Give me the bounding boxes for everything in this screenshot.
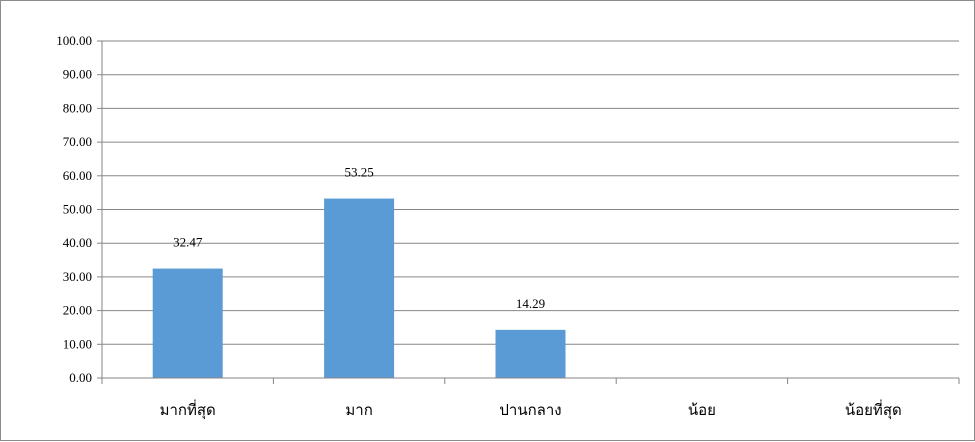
x-axis-tick-labels: มากที่สุด มาก ปานกลาง น้อย น้อยที่สุด bbox=[160, 399, 902, 420]
data-label: 14.29 bbox=[516, 296, 545, 311]
bar-1 bbox=[152, 268, 223, 378]
y-tick-label: 40.00 bbox=[63, 235, 92, 250]
y-tick-label: 80.00 bbox=[63, 100, 92, 115]
gridlines bbox=[102, 40, 959, 345]
y-tick-label: 30.00 bbox=[63, 269, 92, 284]
y-tick-label: 50.00 bbox=[63, 202, 92, 217]
axes bbox=[97, 40, 960, 384]
y-axis-tick-labels: 0.00 10.00 20.00 30.00 40.00 50.00 60.00 70.00 8… bbox=[56, 33, 92, 385]
data-label: 53.25 bbox=[344, 165, 373, 180]
bars bbox=[152, 198, 566, 378]
y-tick-label: 60.00 bbox=[63, 168, 92, 183]
data-labels: 32.47 53.25 14.29 bbox=[173, 165, 545, 311]
bar-2 bbox=[324, 198, 395, 378]
bar-3 bbox=[495, 329, 566, 378]
x-category-label: ปานกลาง bbox=[499, 401, 561, 419]
x-category-label: มาก bbox=[345, 401, 372, 419]
x-category-label: มากที่สุด bbox=[160, 399, 216, 420]
y-tick-label: 70.00 bbox=[63, 134, 92, 149]
y-tick-label: 100.00 bbox=[56, 33, 92, 48]
y-tick-label: 90.00 bbox=[63, 67, 92, 82]
y-tick-label: 10.00 bbox=[63, 336, 92, 351]
x-category-label: น้อยที่สุด bbox=[845, 399, 902, 420]
y-tick-label: 0.00 bbox=[69, 370, 92, 385]
x-category-label: น้อย bbox=[688, 401, 716, 419]
data-label: 32.47 bbox=[173, 235, 203, 250]
y-tick-label: 20.00 bbox=[63, 303, 92, 318]
